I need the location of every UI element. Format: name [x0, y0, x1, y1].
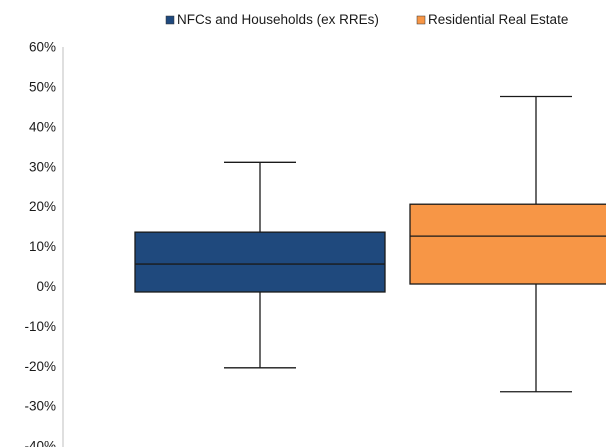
y-tick-label: 10%: [29, 239, 56, 254]
y-tick-label: -20%: [24, 359, 56, 374]
chart-legend: NFCs and Households (ex RREs) Residentia…: [165, 12, 568, 27]
box-rre: [409, 95, 606, 393]
y-axis-ticks: 60% 50% 40% 30% 20% 10% 0% -10% -20% -30% -40%: [24, 40, 56, 447]
legend-label-nfcs: NFCs and Households (ex RREs): [177, 12, 379, 27]
y-tick-label: -30%: [24, 399, 56, 414]
y-tick-label: 60%: [29, 40, 56, 55]
legend-swatch-rre: [416, 15, 426, 25]
y-tick-label: -10%: [24, 319, 56, 334]
box-plot-series: [134, 95, 606, 393]
y-tick-label: 20%: [29, 199, 56, 214]
legend-swatch-nfcs: [165, 15, 175, 25]
y-tick-label: 40%: [29, 119, 56, 134]
legend-label-rre: Residential Real Estate: [428, 12, 568, 27]
box-iqr: [409, 203, 606, 285]
y-tick-label: 50%: [29, 80, 56, 95]
y-tick-label: -40%: [24, 439, 56, 447]
y-tick-label: 30%: [29, 159, 56, 174]
box-nfcs: [134, 161, 386, 369]
box-iqr: [134, 231, 386, 293]
y-tick-label: 0%: [36, 279, 56, 294]
